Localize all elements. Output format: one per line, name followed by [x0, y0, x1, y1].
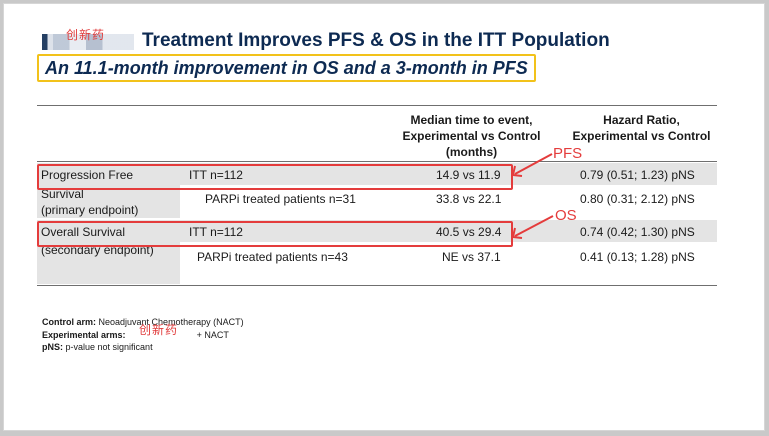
pfs-label-line1: Progression Free — [41, 168, 134, 182]
pfs-itt-population: ITT n=112 — [189, 168, 243, 182]
os-label-bg — [37, 242, 180, 284]
col-header-hr-line1: Hazard Ratio, — [603, 113, 680, 127]
pfs-sub-median: 33.8 vs 22.1 — [436, 192, 502, 206]
footnote-pns: pNS: p-value not significant — [42, 341, 244, 354]
pfs-sub-population: PARPi treated patients n=31 — [205, 192, 356, 206]
footnote-control-label: Control arm: — [42, 317, 96, 327]
pfs-arrow-icon — [511, 153, 553, 177]
os-itt-population: ITT n=112 — [189, 225, 243, 239]
watermark: 创新药 — [66, 28, 106, 42]
col-header-hr-line2: Experimental vs Control — [572, 129, 711, 143]
table-bottom-rule — [37, 285, 717, 286]
pfs-label-line2: Survival — [41, 187, 84, 201]
os-label-line1: Overall Survival — [41, 225, 126, 239]
pfs-itt-hazard-ratio: 0.79 (0.51; 1.23) pNS — [580, 168, 695, 182]
slide: 创新药 Treatment Improves PFS & OS in the I… — [3, 3, 765, 431]
pfs-annotation: PFS — [553, 145, 583, 162]
header-bottom-rule — [37, 161, 717, 162]
slide-title: Treatment Improves PFS & OS in the ITT P… — [142, 30, 610, 51]
os-itt-median: 40.5 vs 29.4 — [436, 225, 502, 239]
title-row: 创新药 Treatment Improves PFS & OS in the I… — [40, 28, 640, 56]
pfs-itt-band — [37, 163, 717, 185]
table-top-rule — [37, 105, 717, 106]
redacted-logo — [42, 34, 134, 50]
pfs-label-line3: (primary endpoint) — [41, 203, 139, 217]
pfs-itt-median: 14.9 vs 11.9 — [436, 168, 501, 182]
col-header-median-line3: (months) — [445, 145, 498, 159]
os-itt-hazard-ratio: 0.74 (0.42; 1.30) pNS — [580, 225, 695, 239]
pfs-label-bg — [37, 185, 180, 218]
col-header-hazard-ratio: Hazard Ratio, Experimental vs Control — [564, 112, 719, 144]
os-highlight-box — [37, 221, 513, 247]
pfs-highlight-box — [37, 164, 513, 190]
os-sub-median: NE vs 37.1 — [442, 250, 501, 264]
col-header-median-line1: Median time to event, — [410, 113, 533, 127]
col-header-median-line2: Experimental vs Control — [402, 129, 541, 143]
footnote-control-text: Neoadjuvant Chemotherapy (NACT) — [98, 317, 244, 327]
footnote-exp-label: Experimental arms: — [42, 329, 126, 340]
os-annotation: OS — [555, 207, 577, 224]
footnote-experimental: Experimental arms: + NACT — [42, 329, 244, 342]
footnote-watermark: 创新药 — [139, 323, 179, 337]
os-sub-hazard-ratio: 0.41 (0.13; 1.28) pNS — [580, 250, 695, 264]
slide-subtitle: An 11.1-month improvement in OS and a 3-… — [37, 54, 536, 82]
os-sub-population: PARPi treated patients n=43 — [197, 250, 348, 264]
footnote-pns-text: p-value not significant — [65, 342, 153, 352]
pfs-sub-hazard-ratio: 0.80 (0.31; 2.12) pNS — [580, 192, 695, 206]
footnotes: Control arm: Neoadjuvant Chemotherapy (N… — [42, 316, 244, 354]
footnote-exp-text: + NACT — [196, 329, 229, 340]
footnote-pns-label: pNS: — [42, 342, 63, 352]
os-itt-band — [37, 220, 717, 242]
col-header-median: Median time to event, Experimental vs Co… — [394, 112, 549, 160]
footnote-control: Control arm: Neoadjuvant Chemotherapy (N… — [42, 316, 244, 329]
os-arrow-icon — [511, 215, 554, 239]
